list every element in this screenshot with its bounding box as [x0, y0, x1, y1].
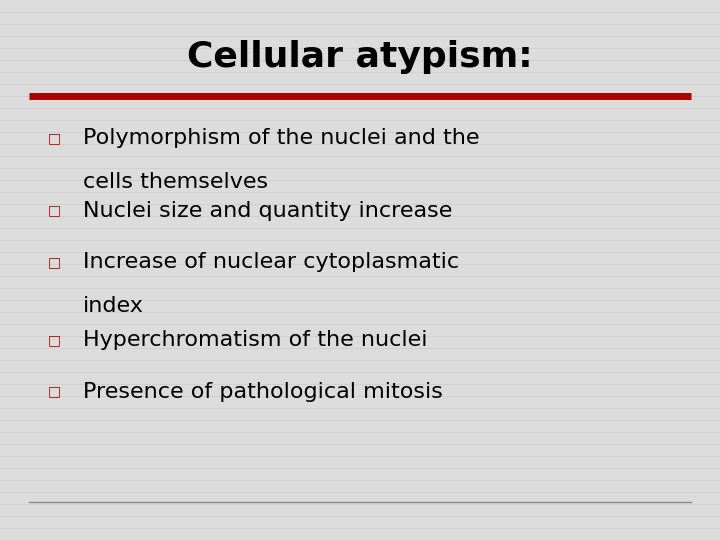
Text: □: □: [48, 255, 60, 269]
Text: Polymorphism of the nuclei and the: Polymorphism of the nuclei and the: [83, 127, 480, 148]
Text: □: □: [48, 204, 60, 218]
Text: □: □: [48, 384, 60, 399]
Text: Cellular atypism:: Cellular atypism:: [187, 40, 533, 73]
Text: Increase of nuclear cytoplasmatic: Increase of nuclear cytoplasmatic: [83, 252, 459, 272]
Text: □: □: [48, 131, 60, 145]
Text: □: □: [48, 333, 60, 347]
Text: Hyperchromatism of the nuclei: Hyperchromatism of the nuclei: [83, 330, 427, 350]
Text: Nuclei size and quantity increase: Nuclei size and quantity increase: [83, 200, 452, 221]
Text: index: index: [83, 296, 144, 316]
Text: Presence of pathological mitosis: Presence of pathological mitosis: [83, 381, 443, 402]
Text: cells themselves: cells themselves: [83, 172, 268, 192]
